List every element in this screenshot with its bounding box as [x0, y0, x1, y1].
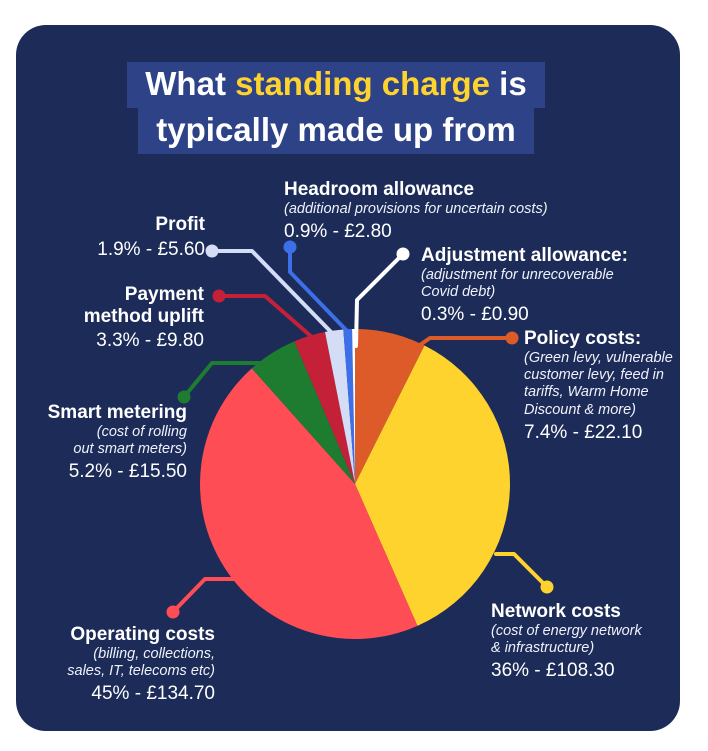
- leader-dot-profit: [205, 244, 219, 258]
- pie-label-headroom: Headroom allowance (additional provision…: [284, 179, 548, 243]
- leader-line-payment: [217, 294, 315, 340]
- leader-line-network: [494, 552, 549, 589]
- leader-dot-network: [540, 580, 554, 594]
- pie-label-profit: Profit 1.9% - £5.60: [97, 214, 205, 260]
- title-line-2: typically made up from: [138, 107, 534, 154]
- pie-label-smart: Smart metering (cost of rolling out smar…: [47, 402, 187, 483]
- leader-line-policy: [415, 336, 514, 349]
- pie-slice-network: [355, 345, 511, 626]
- title-text: is: [490, 65, 527, 102]
- leader-line-operating: [171, 577, 238, 614]
- title-text: What: [145, 65, 236, 102]
- leader-line-profit: [210, 249, 335, 336]
- leader-dot-operating: [166, 605, 180, 619]
- pie-label-operating: Operating costs (billing, collections, s…: [67, 624, 215, 705]
- pie-label-network: Network costs (cost of energy network & …: [491, 601, 642, 682]
- leader-line-headroom: [288, 245, 351, 335]
- pie-slice-payment: [294, 331, 355, 484]
- pie-label-policy: Policy costs: (Green levy, vulnerable cu…: [524, 328, 673, 444]
- leader-dot-adjustment: [396, 247, 410, 261]
- leader-dot-policy: [505, 331, 519, 345]
- title-highlight: standing charge: [235, 65, 490, 102]
- leader-dot-payment: [212, 289, 226, 303]
- pie-slice-operating: [200, 368, 418, 639]
- pie-label-payment: Payment method uplift 3.3% - £9.80: [83, 284, 204, 352]
- pie-slice-profit: [325, 329, 355, 484]
- pie-slice-policy: [355, 329, 425, 484]
- pie-label-adjustment: Adjustment allowance: (adjustment for un…: [421, 245, 628, 326]
- leader-dot-smart: [177, 390, 191, 404]
- pie-slice-smart: [251, 341, 355, 484]
- pie-slice-adjustment: [352, 329, 355, 484]
- leader-line-smart: [182, 361, 264, 399]
- pie-slice-headroom: [343, 329, 355, 484]
- title-text: typically made up from: [156, 110, 516, 148]
- page-title: What standing charge is typically made u…: [0, 62, 672, 154]
- leader-dot-headroom: [283, 240, 297, 254]
- leader-line-adjustment: [354, 252, 405, 348]
- title-line-1: What standing charge is: [127, 62, 545, 108]
